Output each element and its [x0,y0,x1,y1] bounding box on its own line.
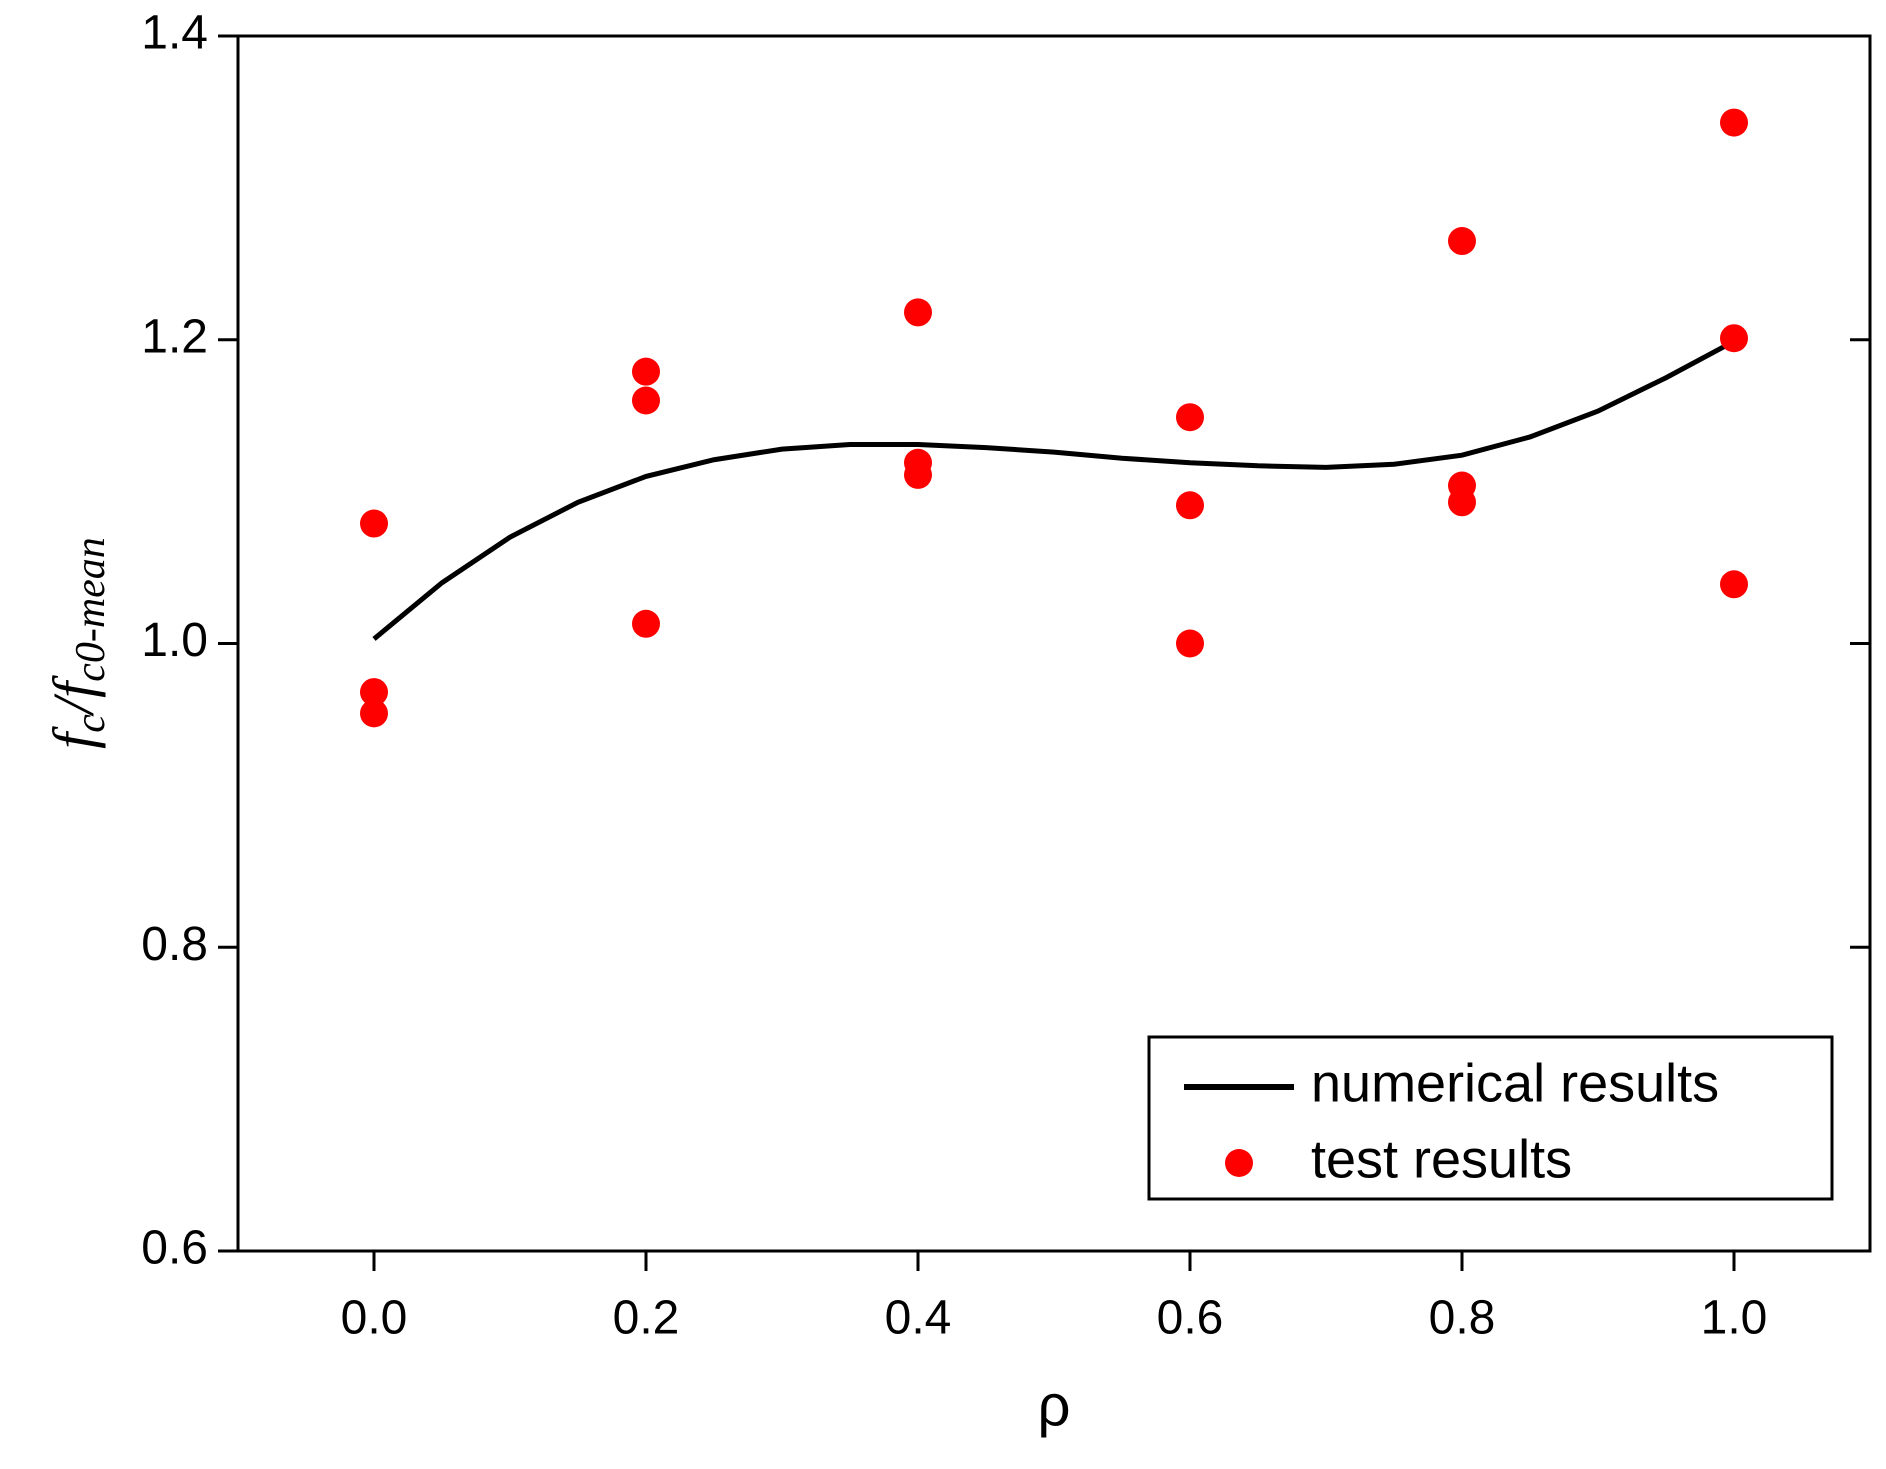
y-axis-label: fc/fc0-mean [41,537,113,749]
data-point [904,460,932,489]
y-tick-label: 1.4 [141,7,208,60]
x-axis-label: ρ [1038,1373,1071,1438]
y-label-part: /f [41,675,106,717]
data-point [1176,403,1204,432]
data-point [1720,570,1748,599]
legend-label: numerical results [1311,1053,1719,1113]
data-point [360,678,388,707]
legend-box [1147,1035,1834,1201]
data-point [1720,324,1748,353]
data-point [632,386,660,415]
x-tick-label: 0.2 [613,1292,680,1345]
y-tick-label: 1.2 [141,310,208,363]
x-tick-label: 1.0 [1701,1292,1768,1345]
data-point [632,609,660,638]
data-point [360,509,388,538]
y-tick-label: 0.6 [141,1222,208,1275]
x-tick-label: 0.6 [1157,1292,1224,1345]
line-series [372,339,1736,641]
y-label-part: c [68,714,114,733]
legend-label: test results [1311,1129,1572,1189]
y-label-part: c0-mean [68,537,114,682]
y-tick-label: 0.8 [141,918,208,971]
data-point [1448,488,1476,517]
data-point [1176,629,1204,658]
x-tick-label: 0.4 [885,1292,952,1345]
data-point [632,357,660,386]
data-point [1448,227,1476,256]
x-tick-label: 0.8 [1429,1292,1496,1345]
data-point [904,298,932,327]
data-point [360,699,388,728]
data-point [1720,108,1748,137]
x-tick-label: 0.0 [341,1292,408,1345]
data-point [1176,491,1204,520]
y-tick-label: 1.0 [141,614,208,667]
legend-marker [1225,1149,1253,1177]
